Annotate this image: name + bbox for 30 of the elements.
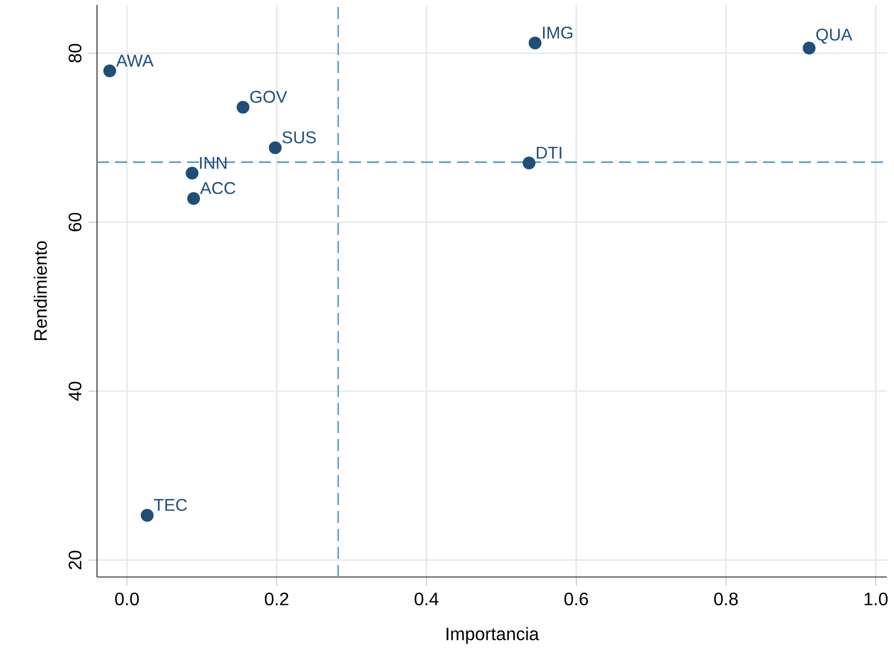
point: [528, 36, 542, 50]
point: [522, 156, 536, 170]
x-tick-label: 0.4: [414, 592, 438, 606]
y-tick-label: 80: [68, 44, 82, 62]
annotation: SUS: [282, 131, 316, 144]
x-tick-label: 0.0: [115, 592, 139, 606]
y-tick-label: 20: [68, 550, 82, 570]
x-tick-label: 0.2: [264, 592, 288, 606]
annotation: GOV: [250, 90, 288, 103]
annotation: INN: [200, 157, 226, 169]
annotation: QUA: [816, 28, 852, 44]
point: [187, 192, 200, 205]
x-axis-title: Importancia: [446, 627, 540, 644]
x-tick-label: 0.6: [564, 592, 588, 606]
annotation: IMG: [543, 26, 572, 39]
annotation: ACC: [200, 182, 236, 194]
x-tick-label: 1.0: [864, 592, 888, 606]
y-tick-label: 40: [68, 382, 82, 401]
point: [802, 42, 816, 54]
y-axis-title: Rendimiento: [34, 241, 47, 340]
x-tick-label: 0.8: [714, 592, 738, 606]
annotation: DTI: [536, 146, 562, 159]
annotation: AWA: [116, 54, 154, 66]
point: [140, 508, 154, 522]
point: [103, 64, 116, 78]
point: [236, 100, 250, 114]
point: [186, 166, 198, 180]
annotation: TEC: [154, 498, 187, 511]
y-tick-label: 60: [68, 212, 82, 232]
point: [268, 141, 282, 154]
